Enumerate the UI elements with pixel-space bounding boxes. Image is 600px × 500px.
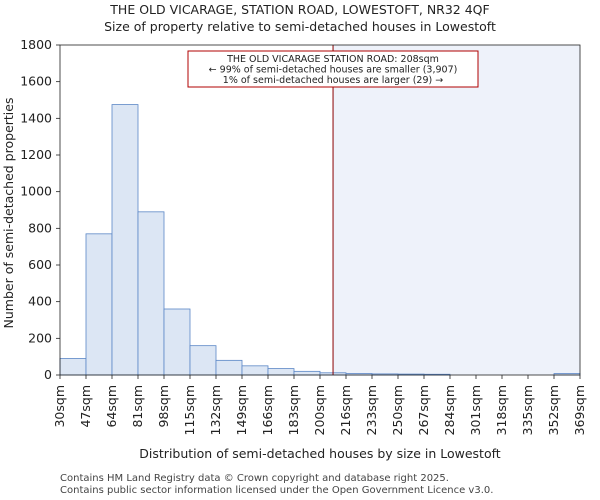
y-tick-label: 400: [28, 294, 52, 309]
x-axis-label: Distribution of semi-detached houses by …: [139, 446, 500, 461]
x-tick-label: 301sqm: [468, 385, 483, 435]
footer-line-2: Contains public sector information licen…: [60, 485, 494, 496]
bar-166sqm: [267, 368, 295, 376]
bar-183sqm: [293, 370, 321, 376]
annotation-box: [187, 50, 479, 88]
y-tick-label: 200: [28, 330, 52, 345]
chart-subtitle: Size of property relative to semi-detach…: [104, 19, 496, 34]
y-tick-label: 1400: [20, 110, 52, 125]
x-tick-label: 267sqm: [416, 385, 431, 435]
x-tick-label: 166sqm: [260, 385, 275, 435]
bar-149sqm: [241, 365, 269, 376]
larger-region-shade: [333, 45, 580, 375]
x-tick-label: 30sqm: [52, 385, 67, 428]
x-tick-label: 98sqm: [156, 385, 171, 428]
x-tick-label: 64sqm: [104, 385, 119, 428]
x-tick-label: 369sqm: [572, 385, 587, 435]
x-tick-label: 318sqm: [494, 385, 509, 435]
y-tick-label: 1600: [20, 74, 52, 89]
bar-47sqm: [85, 233, 113, 376]
bar-30sqm: [59, 358, 87, 376]
y-tick-label: 600: [28, 257, 52, 272]
x-tick-label: 335sqm: [520, 385, 535, 435]
x-tick-label: 81sqm: [130, 385, 145, 428]
bar-64sqm: [111, 104, 139, 376]
property-annotation: THE OLD VICARAGE STATION ROAD: 208sqm ← …: [187, 50, 479, 88]
bar-81sqm: [137, 211, 165, 376]
bar-115sqm: [189, 345, 217, 376]
x-tick-label: 149sqm: [234, 385, 249, 435]
x-tick-label: 47sqm: [78, 385, 93, 428]
annotation-line-2: ← 99% of semi-detached houses are smalle…: [209, 65, 458, 76]
footer-line-1: Contains HM Land Registry data © Crown c…: [60, 473, 449, 484]
x-tick-label: 352sqm: [546, 385, 561, 435]
x-tick-label: 183sqm: [286, 385, 301, 435]
x-tick-label: 216sqm: [338, 385, 353, 435]
y-tick-label: 1200: [20, 147, 52, 162]
bar-132sqm: [215, 359, 243, 376]
x-tick-label: 200sqm: [312, 385, 327, 435]
chart-title: THE OLD VICARAGE, STATION ROAD, LOWESTOF…: [110, 2, 490, 17]
x-tick-label: 132sqm: [208, 385, 223, 435]
y-tick-label: 1800: [20, 37, 52, 52]
x-tick-label: 284sqm: [442, 385, 457, 435]
annotation-line-1: THE OLD VICARAGE STATION ROAD: 208sqm: [226, 54, 439, 65]
y-tick-label: 800: [28, 220, 52, 235]
x-tick-label: 115sqm: [182, 385, 197, 435]
x-tick-label: 250sqm: [390, 385, 405, 435]
x-tick-label: 233sqm: [364, 385, 379, 435]
y-axis-label: Number of semi-detached properties: [1, 98, 16, 329]
y-tick-label: 0: [44, 367, 52, 382]
bar-98sqm: [163, 308, 191, 376]
annotation-line-3: 1% of semi-detached houses are larger (2…: [223, 75, 443, 86]
y-tick-label: 1000: [20, 184, 52, 199]
